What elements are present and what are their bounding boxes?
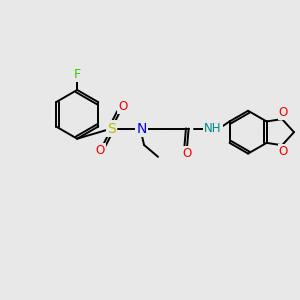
Text: NH: NH [204,122,222,135]
Text: O: O [279,145,288,158]
Text: O: O [279,106,288,119]
Text: O: O [118,100,127,113]
Text: F: F [74,68,81,81]
Text: O: O [182,147,191,160]
Text: S: S [107,122,116,136]
Text: O: O [95,144,105,158]
Text: N: N [136,122,147,136]
